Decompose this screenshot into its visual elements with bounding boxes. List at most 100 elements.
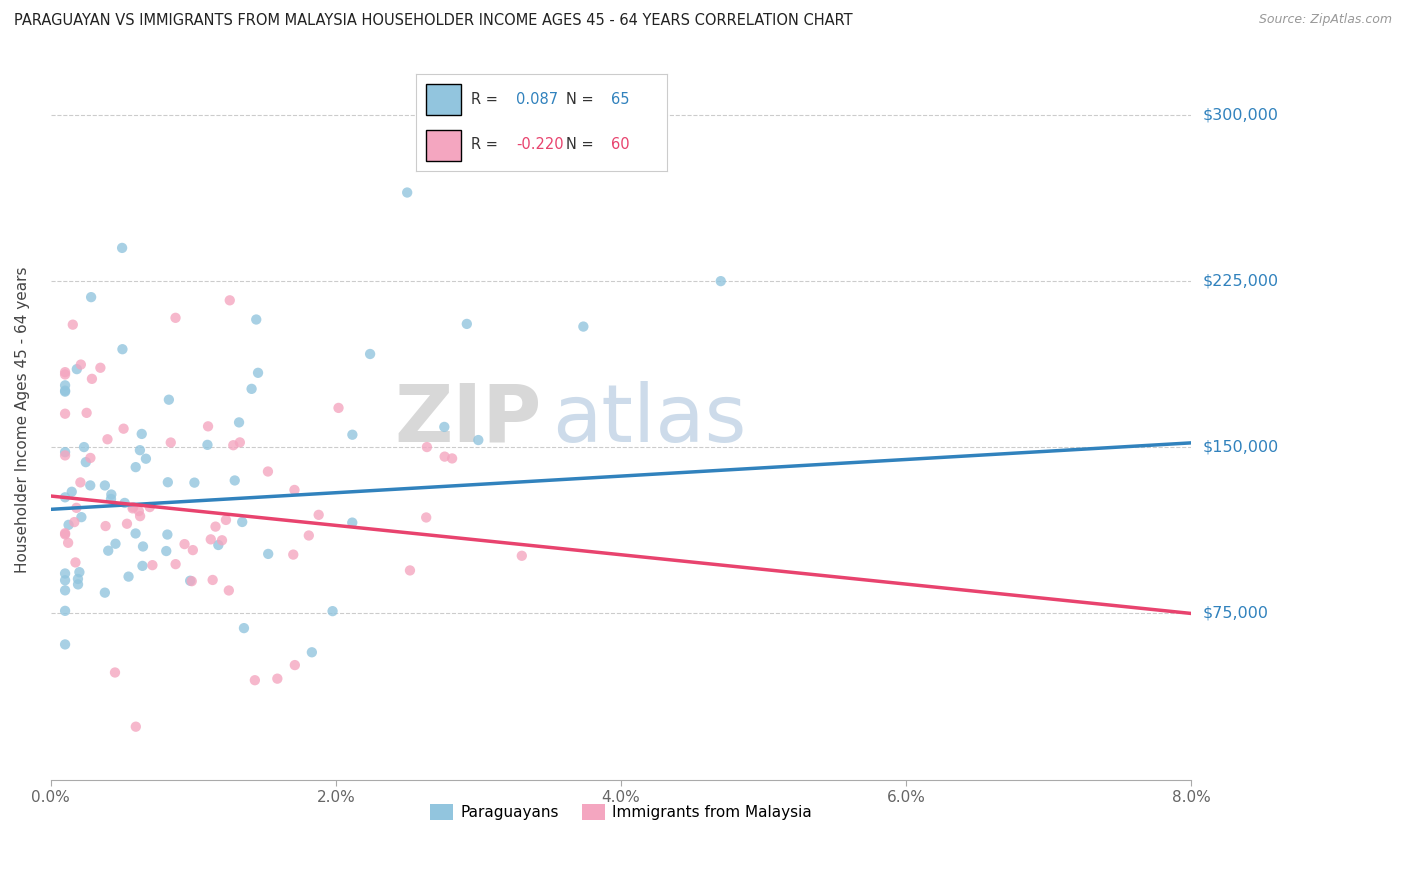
Point [572,319,595,334]
Point [70,510,93,524]
Point [70,358,93,372]
Point [181,543,204,558]
Point [322,604,344,618]
Point [53,384,76,399]
Point [433,420,456,434]
Point [132,540,155,554]
Point [128,504,150,518]
Point [266,672,288,686]
Point [359,347,381,361]
Point [204,519,226,533]
Point [53,574,76,588]
Point [218,583,240,598]
Point [100,491,122,506]
Point [131,426,153,441]
Point [66,362,89,376]
Point [283,483,305,497]
Point [156,527,179,541]
Point [308,508,330,522]
Point [240,382,263,396]
Point [328,401,350,415]
Point [115,516,138,531]
Point [69,475,91,490]
Point [156,475,179,490]
Point [122,500,145,515]
Point [53,566,76,581]
Point [257,547,280,561]
Point [65,556,87,570]
Point [284,658,307,673]
Point [75,455,97,469]
Point [141,558,163,573]
Point [53,407,76,421]
Point [53,583,76,598]
Point [124,526,146,541]
Legend: Paraguayans, Immigrants from Malaysia: Paraguayans, Immigrants from Malaysia [423,797,818,826]
Point [247,366,270,380]
Point [125,720,148,734]
Point [96,432,118,446]
Point [197,438,219,452]
Point [257,465,280,479]
Point [399,563,422,577]
Text: ZIP: ZIP [394,381,541,458]
Text: Source: ZipAtlas.com: Source: ZipAtlas.com [1258,13,1392,27]
Point [197,419,219,434]
Point [139,500,162,514]
Point [433,450,456,464]
Point [180,574,202,589]
Point [100,487,122,501]
Point [131,558,153,573]
Point [416,440,439,454]
Point [97,543,120,558]
Point [233,621,256,635]
Point [396,186,419,200]
Point [467,433,489,447]
Point [53,449,76,463]
Point [183,475,205,490]
Point [200,533,222,547]
Text: $300,000: $300,000 [1202,107,1278,122]
Point [342,516,364,530]
Point [104,537,127,551]
Point [53,604,76,618]
Point [53,527,76,541]
Point [66,577,89,591]
Point [53,526,76,541]
Text: PARAGUAYAN VS IMMIGRANTS FROM MALAYSIA HOUSEHOLDER INCOME AGES 45 - 64 YEARS COR: PARAGUAYAN VS IMMIGRANTS FROM MALAYSIA H… [14,13,852,29]
Point [94,519,117,533]
Point [76,406,98,420]
Point [215,513,238,527]
Point [159,435,181,450]
Point [283,548,305,562]
Point [53,491,76,505]
Point [112,422,135,436]
Point [79,478,101,492]
Point [165,557,187,571]
Point [73,440,96,454]
Point [173,537,195,551]
Point [218,293,240,308]
Point [228,416,250,430]
Text: atlas: atlas [553,381,747,458]
Point [79,450,101,465]
Point [301,645,323,659]
Point [211,533,233,548]
Point [415,510,437,524]
Point [94,585,117,599]
Point [62,318,84,332]
Point [60,484,83,499]
Point [207,538,229,552]
Point [710,274,733,288]
Point [80,290,103,304]
Point [114,496,136,510]
Point [94,478,117,492]
Point [63,515,86,529]
Point [111,342,134,356]
Point [510,549,533,563]
Point [135,451,157,466]
Point [56,536,79,550]
Point [129,509,152,524]
Point [121,501,143,516]
Point [117,569,139,583]
